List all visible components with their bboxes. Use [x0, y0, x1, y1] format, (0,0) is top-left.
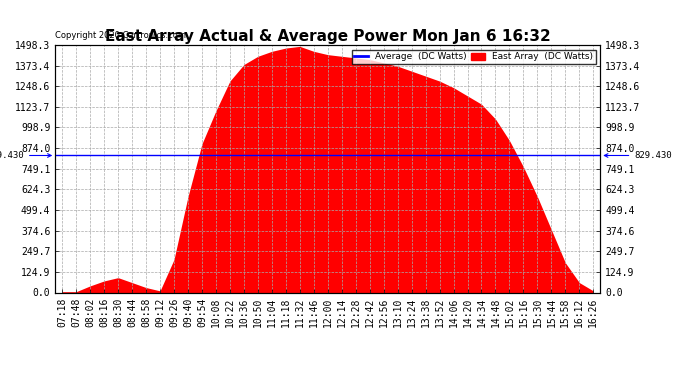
- Text: 829.430: 829.430: [604, 151, 672, 160]
- Text: Copyright 2020 Cartronics.com: Copyright 2020 Cartronics.com: [55, 31, 186, 40]
- Title: East Array Actual & Average Power Mon Jan 6 16:32: East Array Actual & Average Power Mon Ja…: [105, 29, 551, 44]
- Legend: Average  (DC Watts), East Array  (DC Watts): Average (DC Watts), East Array (DC Watts…: [352, 50, 595, 64]
- Text: 829.430: 829.430: [0, 151, 51, 160]
